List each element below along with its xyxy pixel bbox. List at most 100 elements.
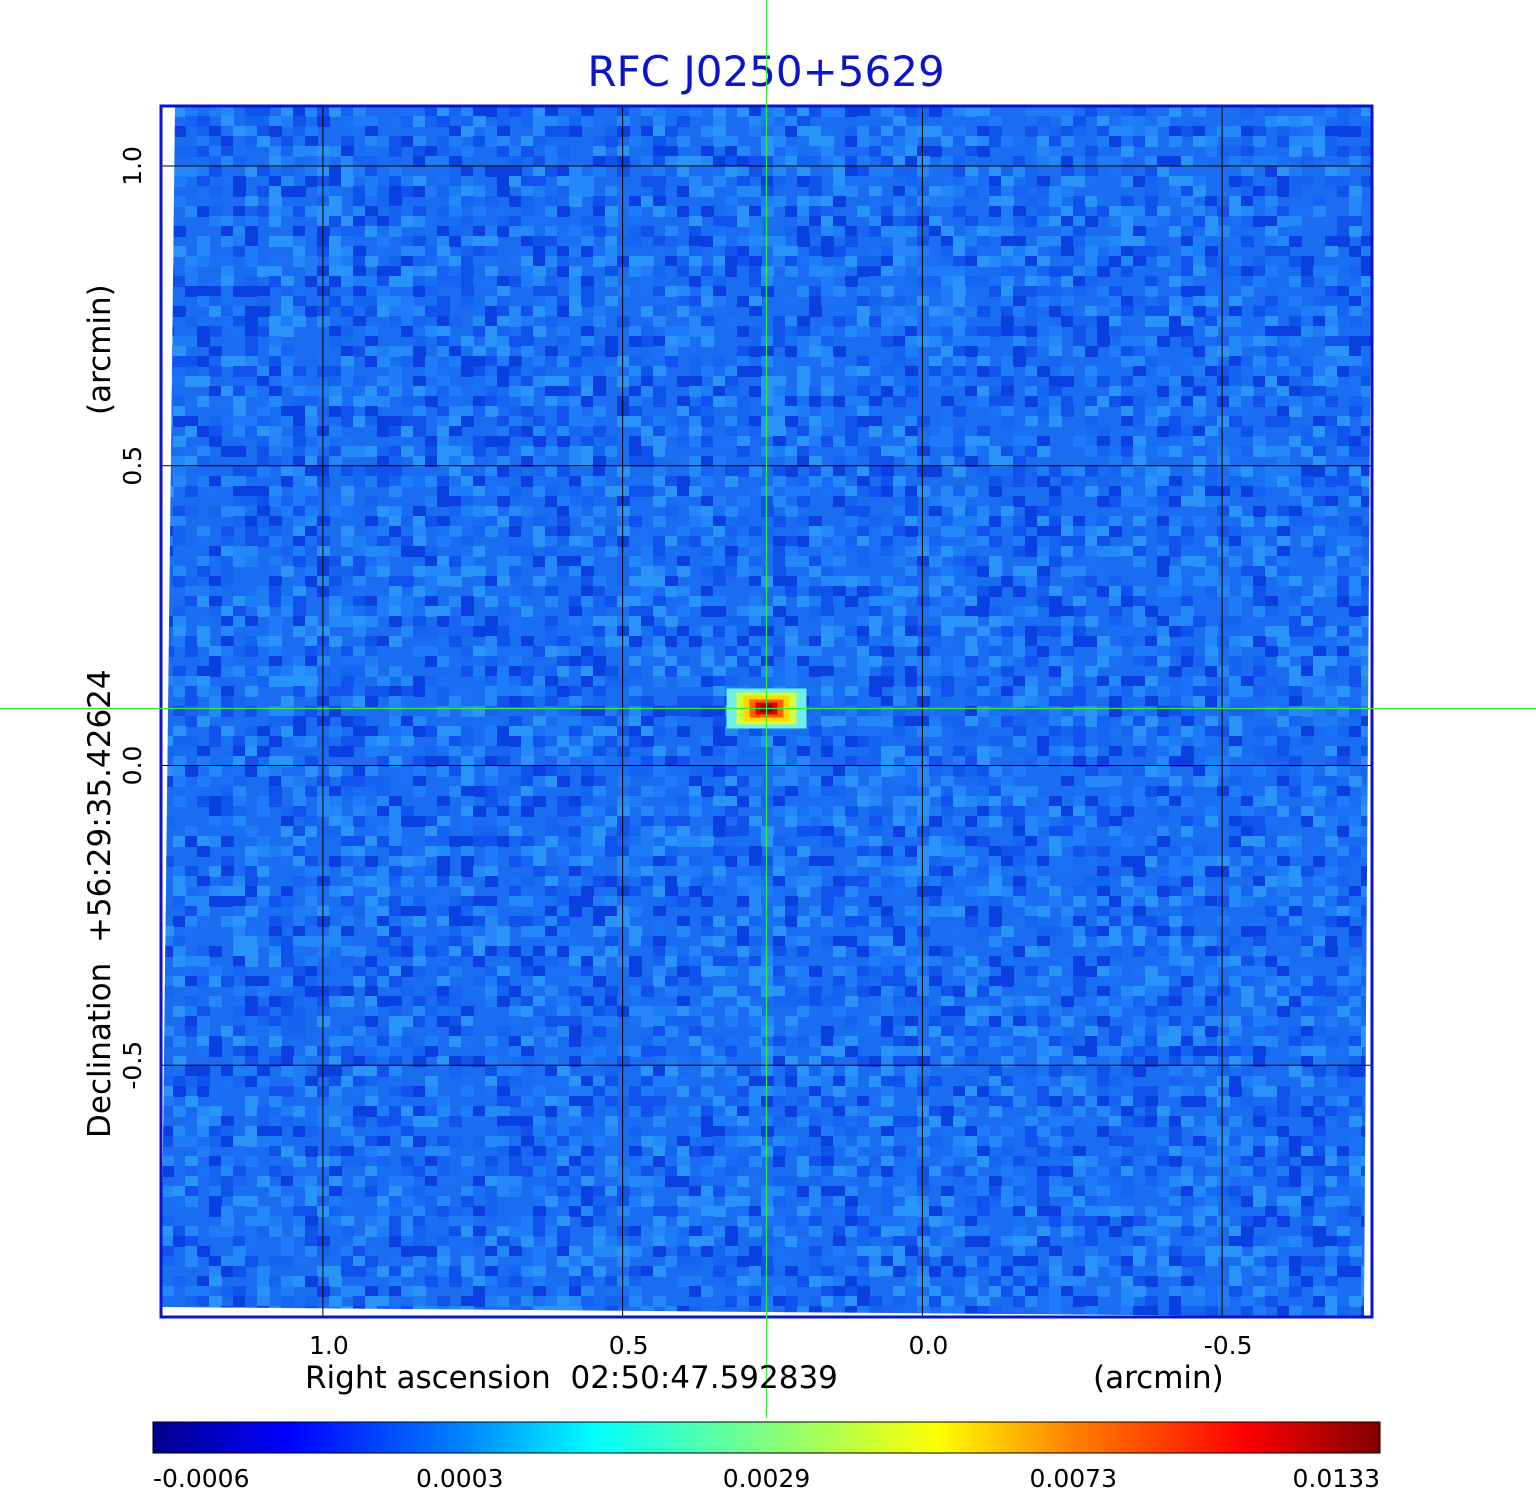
- image-pixel: [1265, 756, 1278, 767]
- image-pixel: [353, 616, 366, 627]
- image-pixel: [701, 466, 714, 477]
- image-pixel: [1277, 206, 1290, 217]
- image-pixel: [773, 736, 786, 747]
- image-pixel: [1121, 236, 1134, 247]
- image-pixel: [1025, 836, 1038, 847]
- image-pixel: [209, 216, 222, 227]
- image-pixel: [185, 116, 198, 127]
- image-pixel: [1265, 806, 1278, 817]
- image-pixel: [569, 356, 582, 367]
- image-pixel: [1289, 756, 1302, 767]
- image-pixel: [569, 346, 582, 357]
- image-pixel: [809, 426, 822, 437]
- image-pixel: [725, 846, 738, 857]
- image-pixel: [785, 486, 798, 497]
- image-pixel: [533, 246, 546, 257]
- image-pixel: [641, 486, 654, 497]
- image-pixel: [281, 166, 294, 177]
- image-pixel: [209, 696, 222, 707]
- image-pixel: [557, 126, 570, 137]
- image-pixel: [353, 476, 366, 487]
- image-pixel: [413, 456, 426, 467]
- image-pixel: [497, 346, 510, 357]
- image-pixel: [1001, 326, 1014, 337]
- image-pixel: [1277, 396, 1290, 407]
- image-pixel: [413, 156, 426, 167]
- image-pixel: [1241, 636, 1254, 647]
- image-pixel: [1109, 486, 1122, 497]
- image-pixel: [1289, 666, 1302, 677]
- image-pixel: [581, 596, 594, 607]
- image-pixel: [1061, 606, 1074, 617]
- image-pixel: [941, 576, 954, 587]
- image-pixel: [245, 616, 258, 627]
- image-pixel: [521, 256, 534, 267]
- image-pixel: [497, 146, 510, 157]
- image-pixel: [293, 486, 306, 497]
- image-pixel: [257, 596, 270, 607]
- image-pixel: [461, 866, 474, 877]
- image-pixel: [677, 476, 690, 487]
- image-pixel: [1097, 256, 1110, 267]
- image-pixel: [749, 166, 762, 177]
- image-pixel: [389, 836, 402, 847]
- image-pixel: [1133, 726, 1146, 737]
- image-pixel: [1037, 596, 1050, 607]
- image-pixel: [1205, 566, 1218, 577]
- image-pixel: [617, 806, 630, 817]
- image-pixel: [1025, 156, 1038, 167]
- image-pixel: [929, 836, 942, 847]
- image-pixel: [893, 336, 906, 347]
- image-pixel: [1013, 626, 1026, 637]
- image-pixel: [1253, 506, 1266, 517]
- image-pixel: [173, 706, 186, 717]
- image-pixel: [545, 756, 558, 767]
- image-pixel: [377, 796, 390, 807]
- image-pixel: [665, 856, 678, 867]
- image-pixel: [1301, 606, 1314, 617]
- image-pixel: [893, 386, 906, 397]
- image-pixel: [353, 646, 366, 657]
- image-pixel: [269, 216, 282, 227]
- image-pixel: [485, 336, 498, 347]
- image-pixel: [557, 246, 570, 257]
- image-pixel: [209, 106, 222, 117]
- image-pixel: [1253, 446, 1266, 457]
- image-pixel: [1301, 596, 1314, 607]
- image-pixel: [689, 206, 702, 217]
- image-pixel: [953, 496, 966, 507]
- image-pixel: [1205, 636, 1218, 647]
- image-pixel: [257, 666, 270, 677]
- image-pixel: [905, 486, 918, 497]
- image-pixel: [1361, 766, 1372, 777]
- image-pixel: [689, 806, 702, 817]
- image-pixel: [857, 736, 870, 747]
- image-pixel: [317, 296, 330, 307]
- image-pixel: [305, 636, 318, 647]
- image-pixel: [245, 196, 258, 207]
- image-pixel: [341, 856, 354, 867]
- image-pixel: [581, 766, 594, 777]
- image-pixel: [1109, 766, 1122, 777]
- image-pixel: [461, 596, 474, 607]
- image-pixel: [989, 196, 1002, 207]
- image-pixel: [821, 326, 834, 337]
- image-pixel: [1361, 266, 1372, 277]
- image-pixel: [293, 126, 306, 137]
- image-pixel: [845, 466, 858, 477]
- image-pixel: [725, 656, 738, 667]
- image-pixel: [1001, 456, 1014, 467]
- image-pixel: [473, 396, 486, 407]
- image-pixel: [1229, 376, 1242, 387]
- image-pixel: [1277, 286, 1290, 297]
- image-pixel: [1001, 256, 1014, 267]
- image-pixel: [1205, 146, 1218, 157]
- image-pixel: [557, 306, 570, 317]
- image-pixel: [797, 746, 810, 757]
- image-pixel: [509, 646, 522, 657]
- image-pixel: [833, 316, 846, 327]
- image-pixel: [1073, 786, 1086, 797]
- image-pixel: [185, 696, 198, 707]
- image-pixel: [857, 136, 870, 147]
- image-pixel: [365, 396, 378, 407]
